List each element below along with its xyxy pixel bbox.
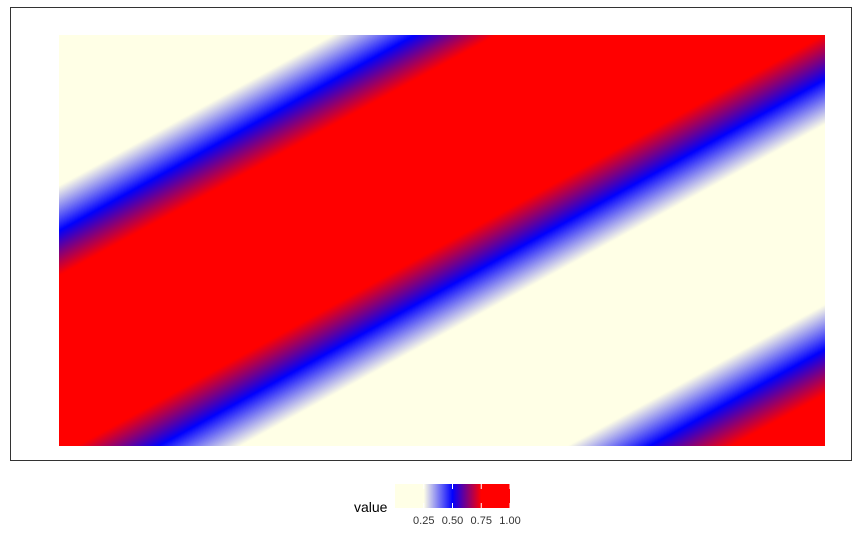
plot-panel [10,7,852,461]
legend-title: value [354,499,388,515]
colorbar-tick-label: 0.25 [413,515,434,527]
colorbar-legend: value 0.25 0.50 0.75 1.00 [340,484,540,534]
colorbar-ticks: 0.25 0.50 0.75 1.00 [413,484,521,527]
colorbar-svg: 0.25 0.50 0.75 1.00 [395,484,521,527]
colorbar-tick-label: 0.75 [471,515,492,527]
colorbar-tick-label: 0.50 [442,515,463,527]
colorbar-tick-label: 1.00 [499,515,520,527]
heatmap-raster [59,35,825,446]
